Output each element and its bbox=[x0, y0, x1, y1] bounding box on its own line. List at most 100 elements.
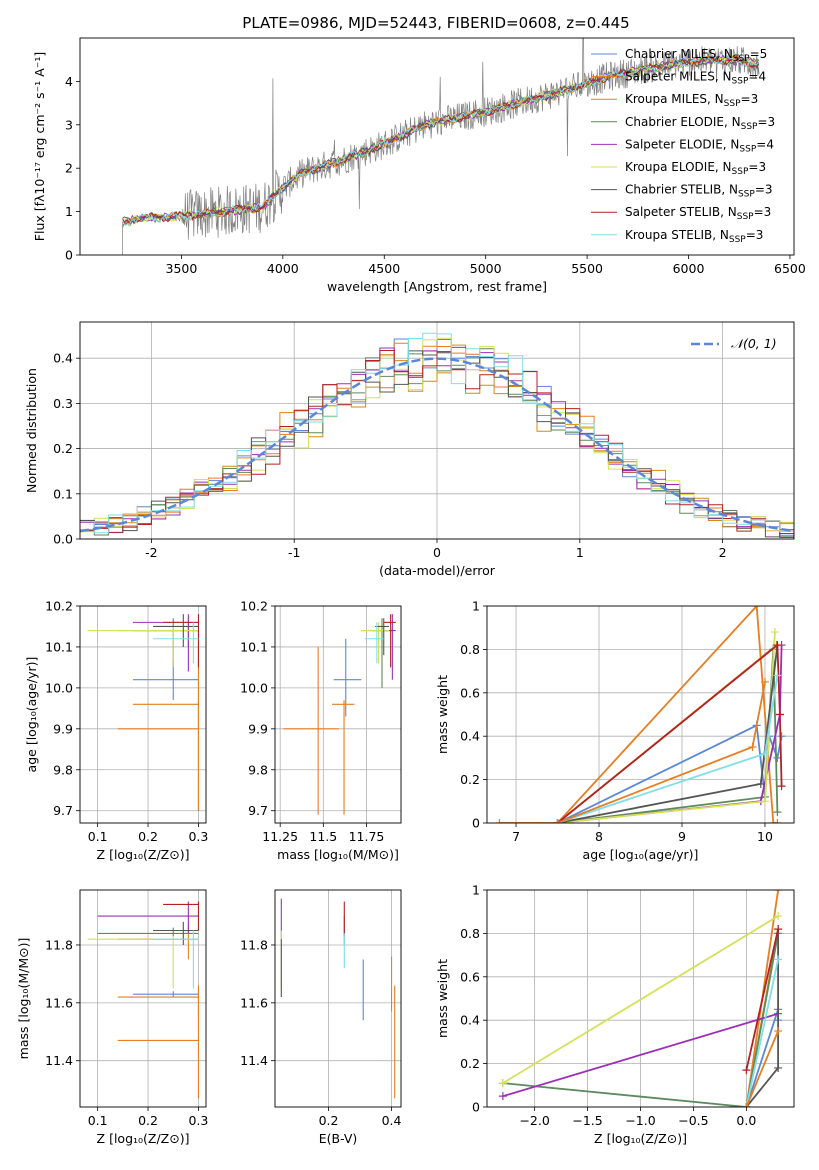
mass-weight-marker bbox=[774, 912, 783, 921]
plot-frame bbox=[486, 605, 795, 824]
mass-weight-marker bbox=[777, 732, 786, 741]
mass-weight-marker bbox=[773, 808, 782, 817]
x-tick-label: 1 bbox=[576, 545, 584, 560]
y-tick-label: 0.8 bbox=[460, 926, 480, 941]
x-tick-label: 0.2 bbox=[138, 829, 158, 844]
x-tick-label: 4000 bbox=[267, 261, 299, 276]
age-vs-Z-points bbox=[87, 614, 199, 811]
mass-weight-marker bbox=[495, 819, 504, 823]
plot-frame bbox=[274, 605, 402, 824]
y-tick-label: 9.7 bbox=[53, 803, 73, 818]
y-axis-label: age [log₁₀(age/yr)] bbox=[24, 657, 39, 773]
legend-label: Salpeter MILES, NSSP=4 bbox=[625, 70, 766, 87]
spectrum-lines bbox=[122, 38, 760, 255]
x-tick-label: -2 bbox=[145, 545, 157, 560]
residual-histogram bbox=[80, 344, 794, 529]
y-tick-label: 0.4 bbox=[53, 351, 73, 366]
residual-histogram bbox=[80, 350, 794, 533]
plot-frame bbox=[274, 889, 402, 1108]
mass-weight-marker bbox=[553, 819, 562, 823]
model-spectrum bbox=[122, 56, 760, 223]
mass-weight-marker bbox=[770, 628, 779, 637]
x-tick-label: −1.0 bbox=[625, 1113, 655, 1128]
mass-weight-marker bbox=[774, 925, 783, 934]
legend-label-text: Kroupa STELIB, N bbox=[625, 228, 729, 242]
y-tick-label: 2 bbox=[65, 161, 73, 176]
x-tick-label: 0.3 bbox=[188, 829, 208, 844]
y-tick-label: 1 bbox=[65, 204, 73, 219]
massweight-vs-age-axes: 7 8 9 10 0 0.2 0.4 0.6 0.8 1 age [log₁₀(age/yr)] ma… bbox=[435, 599, 794, 862]
y-tick-label: 9.9 bbox=[53, 721, 73, 736]
mass-weight-marker bbox=[775, 710, 784, 719]
massweight-vs-age-series bbox=[495, 606, 786, 823]
y-tick-label: 0.4 bbox=[460, 729, 480, 744]
mass-weight-marker bbox=[752, 606, 761, 610]
x-axis-label: Z [log₁₀(Z/Z⊙)] bbox=[594, 1131, 687, 1146]
legend-label: Chabrier MILES, NSSP=5 bbox=[625, 47, 767, 64]
x-tick-label: 11.5 bbox=[309, 829, 337, 844]
mass-weight-marker bbox=[748, 743, 757, 752]
mass-weight-line bbox=[502, 1012, 779, 1098]
y-tick-label: 0 bbox=[65, 248, 73, 263]
x-tick-label: −2.0 bbox=[519, 1113, 549, 1128]
legend-label: Salpeter STELIB, NSSP=3 bbox=[625, 205, 771, 222]
residual-histogram bbox=[80, 337, 794, 533]
x-tick-label: 5500 bbox=[571, 261, 603, 276]
x-tick-label: 2 bbox=[719, 545, 727, 560]
x-axis-label: Z [log₁₀(Z/Z⊙)] bbox=[97, 1131, 190, 1146]
mass-weight-marker bbox=[760, 677, 769, 686]
legend-label: Kroupa MILES, NSSP=3 bbox=[625, 92, 758, 109]
mass-weight-line bbox=[502, 915, 779, 1084]
legend-label-suffix: =4 bbox=[756, 137, 774, 151]
x-tick-label: −0.5 bbox=[678, 1113, 708, 1128]
y-axis-label: mass weight bbox=[435, 959, 450, 1038]
legend-label-text: Chabrier MILES, N bbox=[625, 47, 733, 61]
legend-label-text: Salpeter MILES, N bbox=[625, 70, 732, 84]
y-tick-label: 0.4 bbox=[460, 1013, 480, 1028]
x-tick-label: 0.1 bbox=[88, 829, 108, 844]
legend-label-suffix: =3 bbox=[754, 205, 772, 219]
legend-label-suffix: =3 bbox=[741, 92, 759, 106]
mass-weight-marker bbox=[774, 955, 783, 964]
x-axis-label: mass [log₁₀(M/M⊙)] bbox=[277, 847, 399, 862]
mass-weight-marker bbox=[498, 1079, 507, 1088]
plot-frame bbox=[79, 321, 795, 540]
legend-label: Kroupa STELIB, NSSP=3 bbox=[625, 228, 763, 245]
residual-histogram bbox=[80, 350, 794, 538]
y-tick-label: 1 bbox=[472, 599, 480, 614]
legend-label-text: Salpeter STELIB, N bbox=[625, 205, 737, 219]
legend-label: 𝒩(0, 1) bbox=[731, 336, 777, 351]
y-tick-label: 10.2 bbox=[45, 599, 73, 614]
y-tick-label: 0.3 bbox=[53, 396, 73, 411]
legend-label-sub: SSP bbox=[741, 122, 758, 132]
x-tick-label: 4500 bbox=[368, 261, 400, 276]
mass-weight-marker bbox=[773, 641, 782, 650]
y-tick-label: 9.8 bbox=[248, 762, 268, 777]
x-axis-label: (data-model)/error bbox=[379, 563, 496, 578]
x-tick-label: 7 bbox=[512, 829, 520, 844]
legend-label-suffix: =3 bbox=[748, 160, 766, 174]
y-tick-label: 11.6 bbox=[45, 995, 73, 1010]
plot-frame bbox=[486, 889, 795, 1108]
y-tick-label: 4 bbox=[65, 74, 73, 89]
x-tick-label: −1.5 bbox=[572, 1113, 602, 1128]
x-tick-label: 0.1 bbox=[88, 1113, 108, 1128]
x-tick-label: 0.2 bbox=[319, 1113, 339, 1128]
y-tick-label: 9.8 bbox=[53, 762, 73, 777]
legend-label-suffix: =3 bbox=[746, 228, 764, 242]
legend-label-text: Chabrier ELODIE, N bbox=[625, 115, 741, 129]
age-vs-mass-points bbox=[283, 614, 396, 815]
legend-label-suffix: =4 bbox=[748, 70, 766, 84]
plot-frame bbox=[79, 605, 207, 824]
x-tick-label: 0.2 bbox=[138, 1113, 158, 1128]
mass-weight-line bbox=[745, 928, 779, 1071]
y-tick-label: 0.0 bbox=[53, 532, 73, 547]
residual-histogram bbox=[80, 348, 794, 539]
mass-weight-marker bbox=[774, 1027, 783, 1036]
legend-label-suffix: =3 bbox=[757, 115, 775, 129]
x-tick-label: 5000 bbox=[470, 261, 502, 276]
legend-label-text: Salpeter ELODIE, N bbox=[625, 137, 739, 151]
mass-weight-marker bbox=[777, 782, 786, 791]
y-tick-label: 0.2 bbox=[460, 772, 480, 787]
